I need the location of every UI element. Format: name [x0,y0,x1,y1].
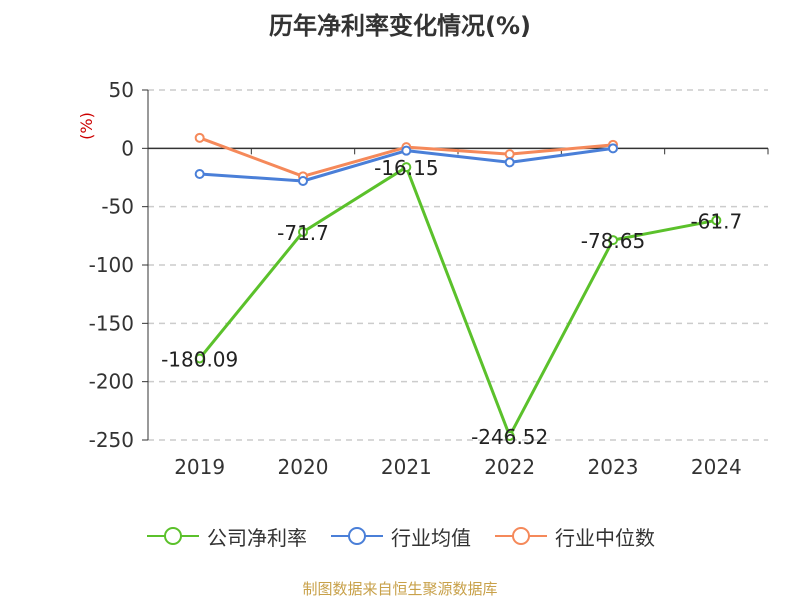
x-tick-label: 2022 [484,455,535,479]
data-point [608,143,618,154]
legend-industry-median-icon [495,527,547,545]
y-tick-label: -250 [89,428,134,452]
x-tick-label: 2024 [691,455,742,479]
chart-title: 历年净利率变化情况(%) [269,12,531,40]
data-point [401,162,412,173]
y-tick-label: -200 [89,370,134,394]
data-label: -16.15 [374,156,438,180]
axes: 50 0 -50 -100 -150 -200 -250 2019 2020 2021 2022 20… [77,78,769,479]
data-label: -61.7 [690,209,742,233]
series-line-0 [198,165,717,438]
data-point [504,430,515,441]
data-point [298,176,308,186]
legend-item-industry-median[interactable]: 行业中位数 [493,522,655,551]
x-tick-label: 2019 [174,455,225,479]
data-point [711,215,722,226]
data-point [194,169,205,179]
y-tick-label: -150 [89,311,134,335]
data-point [401,145,412,156]
data-labels: -180.09 -71.7 -16.15 -246.52 -78.65 -61.7 [161,156,742,449]
series-lines [194,132,722,441]
y-tick-label: 50 [109,78,134,102]
data-point [194,132,205,143]
grid-lines [148,89,768,441]
data-point [608,235,618,246]
data-point [504,149,515,160]
legend-label-industry-avg: 行业均值 [391,525,471,550]
x-tick-label: 2023 [588,455,639,479]
legend-company-icon [147,527,199,545]
legend: 公司净利率 行业均值 行业中位数 [0,520,800,552]
data-label: -78.65 [581,229,645,253]
data-label: -246.52 [471,425,548,449]
legend-item-industry-avg[interactable]: 行业均值 [329,522,471,551]
data-source: 制图数据来自恒生聚源数据库 [302,580,498,598]
data-label: -71.7 [277,221,329,245]
legend-item-company[interactable]: 公司净利率 [145,522,307,551]
data-point [504,157,515,168]
x-tick-label: 2021 [381,455,432,479]
y-unit-label: (%) [77,112,96,140]
legend-label-industry-median: 行业中位数 [555,525,655,550]
legend-label-company: 公司净利率 [207,525,307,550]
y-tick-label: -100 [89,253,134,277]
data-label: -180.09 [161,347,238,371]
y-tick-label: -50 [101,195,134,219]
data-point [194,353,205,364]
data-point [298,226,308,237]
legend-industry-avg-icon [331,527,383,545]
y-tick-label: 0 [121,136,134,160]
x-tick-label: 2020 [278,455,329,479]
